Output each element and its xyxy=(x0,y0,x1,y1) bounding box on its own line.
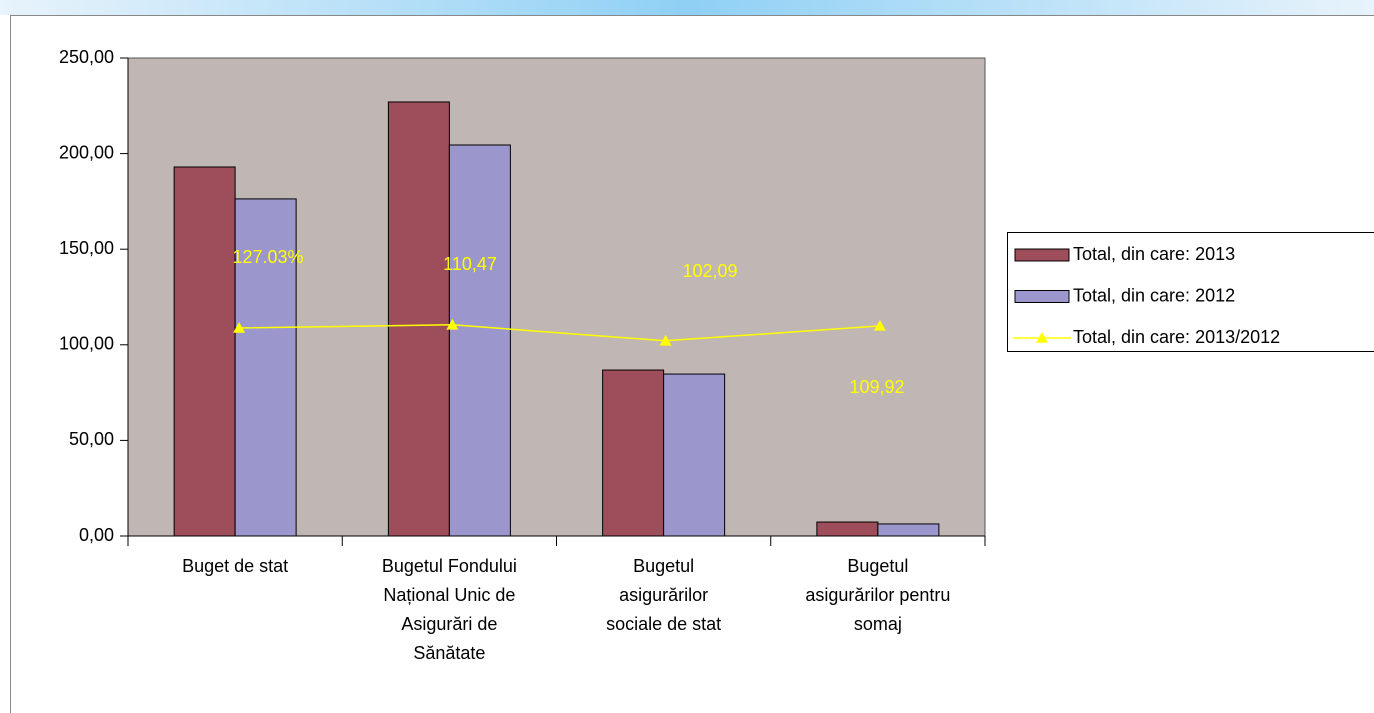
x-tick-label-box: Buget de stat xyxy=(182,556,289,576)
bar xyxy=(602,369,665,537)
y-tick-label: 0,00 xyxy=(79,525,114,545)
y-tick-label: 100,00 xyxy=(59,334,114,354)
x-tick-label-box: Bugetul asigurărilor sociale de stat xyxy=(606,556,722,634)
x-tick-label: Bugetul asigurărilor pentru somaj xyxy=(805,556,951,634)
legend-swatch xyxy=(1014,290,1070,303)
x-tick-label-box: Bugetul Fondului Național Unic de Asigur… xyxy=(381,556,517,663)
bar xyxy=(387,101,450,537)
annotation: 127.03% xyxy=(232,247,303,267)
y-tick-label: 200,00 xyxy=(59,142,114,162)
legend-label: Total, din care: 2013/2012 xyxy=(1073,327,1280,347)
y-tick-label: 50,00 xyxy=(69,429,114,449)
bar xyxy=(663,373,726,537)
y-tick-label: 150,00 xyxy=(59,238,114,258)
y-tick-label: 250,00 xyxy=(59,47,114,67)
data-label: 102,09 xyxy=(682,261,737,281)
legend-marker xyxy=(1036,332,1048,343)
x-tick-label: Bugetul asigurărilor sociale de stat xyxy=(606,556,722,634)
legend-swatch xyxy=(1014,248,1070,262)
top-band xyxy=(0,0,1374,15)
line-marker xyxy=(446,318,459,330)
data-label: 110,47 xyxy=(443,254,497,274)
bar xyxy=(877,523,940,537)
line-marker xyxy=(659,334,672,346)
x-tick-label: Buget de stat xyxy=(182,556,289,576)
data-label: 109,92 xyxy=(849,377,904,397)
line-marker xyxy=(233,321,246,333)
bar xyxy=(234,198,297,537)
x-tick-label: Bugetul Fondului Național Unic de Asigur… xyxy=(381,556,517,663)
line-series xyxy=(239,324,880,342)
bar xyxy=(173,166,236,537)
bar xyxy=(816,521,879,537)
line-marker xyxy=(873,319,886,331)
bar xyxy=(448,144,511,537)
x-tick-label-box: Bugetul asigurărilor pentru somaj xyxy=(805,556,951,634)
legend-label: Total, din care: 2012 xyxy=(1073,285,1235,305)
legend-label: Total, din care: 2013 xyxy=(1073,244,1235,264)
